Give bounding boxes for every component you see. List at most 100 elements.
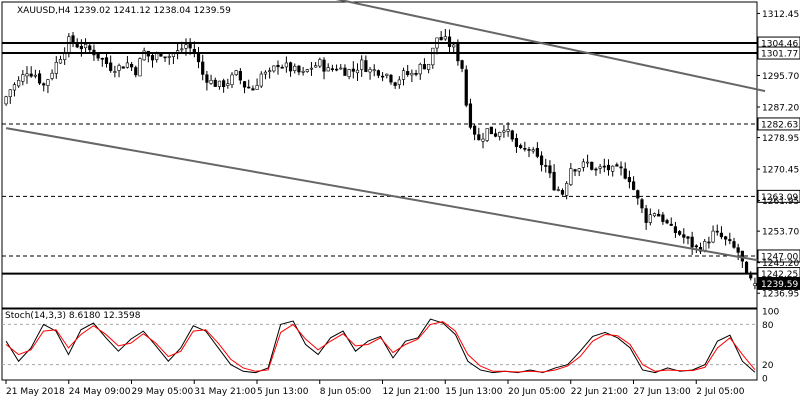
candle-body	[155, 53, 159, 60]
candle-body	[636, 190, 640, 199]
candle-body	[184, 44, 188, 49]
candle-body	[42, 83, 46, 86]
time-tick-label: 21 May 2018	[6, 387, 65, 397]
candle-body	[431, 47, 435, 66]
candle-body	[355, 69, 360, 74]
candle-body	[678, 231, 682, 235]
candle-body	[598, 166, 602, 169]
candle-body	[552, 171, 556, 191]
candle-body	[238, 71, 242, 81]
candle-body	[460, 60, 464, 69]
candle-body	[657, 213, 661, 217]
price-label-box	[757, 117, 800, 131]
candle-body	[406, 71, 410, 76]
candle-body	[163, 56, 167, 59]
candle-body	[732, 241, 736, 248]
candle-body	[548, 165, 552, 174]
candle-body	[309, 67, 314, 70]
candle-body	[652, 213, 657, 217]
candle-body	[217, 80, 222, 87]
candle-body	[318, 59, 322, 67]
candle-body	[201, 61, 205, 75]
candle-body	[301, 70, 305, 73]
candle-body	[351, 68, 355, 72]
candle-body	[12, 84, 17, 91]
candle-body	[418, 63, 422, 75]
price-tick-label: 1295.70	[762, 72, 799, 82]
candle-body	[539, 155, 544, 166]
candle-body	[502, 130, 506, 133]
price-tick-label: 1263.09	[761, 193, 798, 203]
time-tick-label: 27 Jun 13:00	[634, 387, 691, 397]
candle-body	[477, 134, 481, 141]
candle-body	[109, 62, 113, 71]
candle-body	[594, 168, 598, 171]
price-label-box	[757, 46, 800, 60]
candle-body	[226, 83, 230, 86]
time-tick-label: 2 Jul 05:00	[696, 387, 745, 397]
candle-body	[104, 57, 109, 65]
chart-header: XAUUSD,H4 1239.02 1241.12 1238.04 1239.5…	[17, 6, 231, 16]
candle-body	[623, 168, 627, 179]
price-tick-label: 1282.63	[761, 120, 798, 130]
price-tick-label: 1312.45	[762, 10, 799, 20]
candle-body	[129, 63, 134, 68]
candle-body	[79, 45, 83, 50]
candle-body	[364, 60, 368, 72]
price-tick-label: 1245.20	[762, 259, 799, 269]
candle-body	[54, 61, 58, 74]
candle-body	[468, 103, 473, 128]
candle-body	[519, 145, 523, 149]
candle-body	[29, 73, 33, 77]
price-tick-label: 1242.25	[761, 270, 798, 280]
candle-body	[293, 65, 297, 71]
candle-body	[322, 59, 326, 72]
candle-body	[694, 245, 698, 248]
candle-body	[180, 48, 184, 51]
stochastic-pane: 100 80 20 0	[1, 308, 779, 385]
candle-body	[443, 36, 447, 40]
candle-body	[8, 89, 12, 98]
candle-body	[510, 130, 514, 140]
candle-body	[736, 247, 740, 253]
candle-body	[376, 70, 381, 76]
candle-body	[401, 70, 406, 80]
candle-body	[569, 168, 573, 185]
candle-body	[222, 80, 226, 88]
candle-body	[724, 236, 728, 240]
candle-body	[280, 66, 284, 69]
candle-body	[368, 69, 372, 73]
candle-body	[347, 69, 351, 78]
candle-body	[493, 133, 498, 137]
candle-body	[611, 165, 615, 172]
candle-body	[297, 65, 301, 73]
candle-body	[58, 59, 63, 64]
time-tick-label: 15 Jun 13:00	[445, 387, 502, 397]
candle-body	[242, 81, 247, 88]
candle-body	[577, 168, 581, 172]
stochastic-line	[5, 318, 756, 374]
candle-body	[560, 190, 565, 195]
candle-body	[372, 69, 376, 72]
candle-body	[498, 132, 502, 137]
candle-body	[255, 85, 259, 90]
candle-body	[703, 241, 707, 252]
stochastic-tick-label: 80	[762, 321, 774, 331]
candle-body	[414, 73, 418, 75]
candle-body	[389, 74, 393, 83]
candle-body	[305, 69, 309, 72]
candle-body	[631, 181, 636, 190]
stochastic-tick-label: 0	[762, 375, 768, 385]
candle-body	[96, 53, 100, 59]
candle-body	[138, 58, 142, 77]
candle-body	[276, 64, 280, 68]
candle-body	[343, 67, 347, 76]
candle-body	[410, 72, 414, 76]
candle-body	[753, 283, 757, 286]
candle-body	[648, 214, 652, 223]
trendline	[335, 0, 766, 93]
candle-body	[506, 129, 510, 132]
candle-body	[514, 138, 519, 147]
candle-body	[585, 161, 590, 164]
